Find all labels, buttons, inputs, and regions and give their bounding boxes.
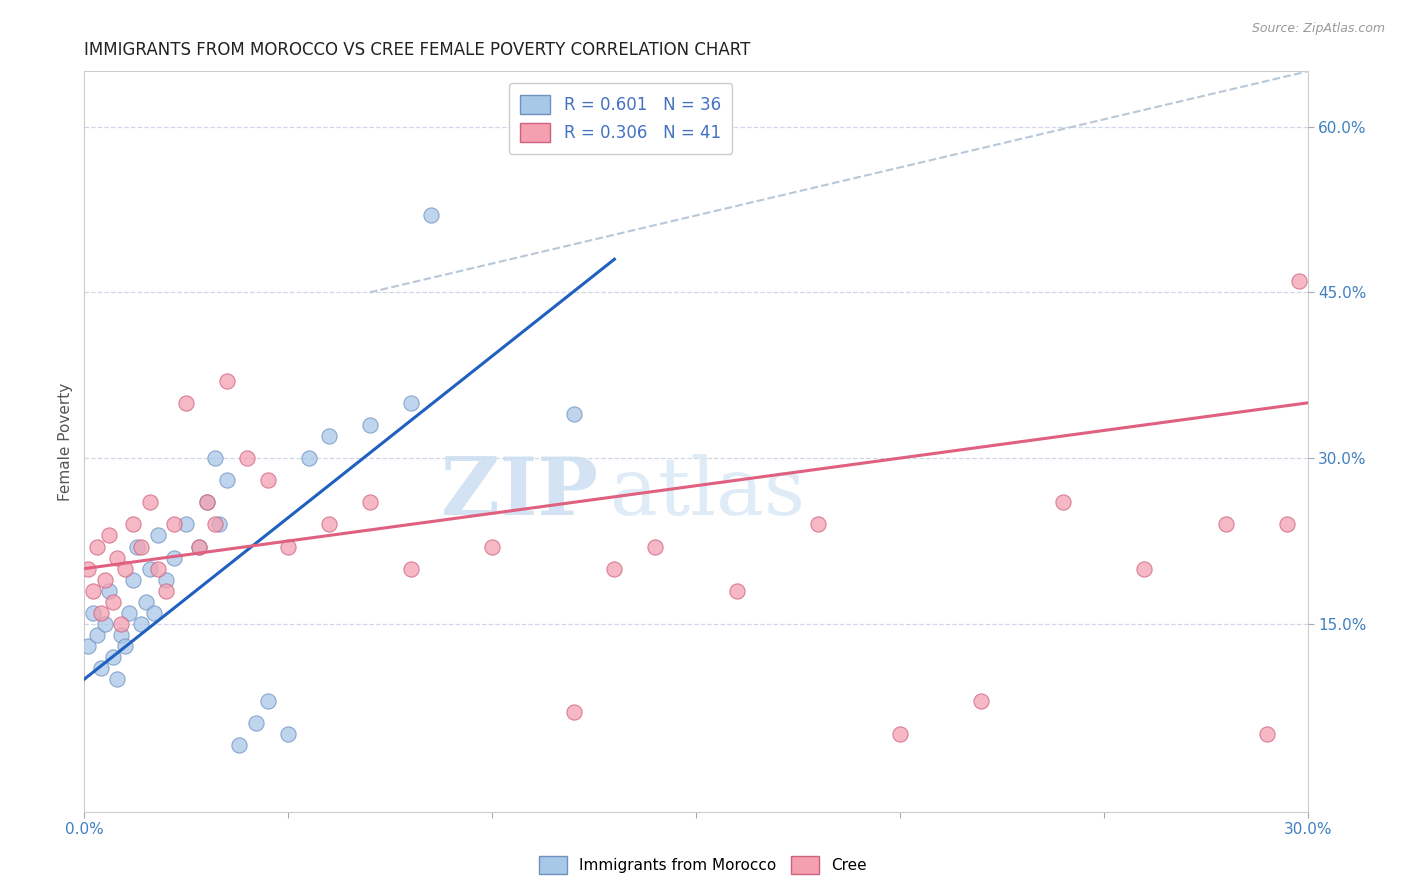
- Point: [110, 616, 132, 631]
- Point: [1052, 495, 1074, 509]
- Point: [155, 583, 177, 598]
- Point: [204, 517, 226, 532]
- Point: [245, 716, 267, 731]
- Point: [90, 661, 112, 675]
- Point: [174, 396, 197, 410]
- Point: [187, 540, 209, 554]
- Point: [889, 727, 911, 741]
- Point: [131, 540, 153, 554]
- Point: [236, 451, 259, 466]
- Point: [86, 540, 108, 554]
- Point: [644, 540, 666, 554]
- Point: [725, 583, 748, 598]
- Legend: Immigrants from Morocco, Cree: Immigrants from Morocco, Cree: [533, 850, 873, 880]
- Point: [257, 473, 280, 487]
- Point: [101, 595, 124, 609]
- Point: [420, 208, 443, 222]
- Point: [228, 739, 250, 753]
- Point: [1133, 561, 1156, 575]
- Point: [114, 561, 136, 575]
- Point: [82, 606, 104, 620]
- Point: [101, 650, 124, 665]
- Point: [174, 517, 197, 532]
- Point: [122, 573, 145, 587]
- Point: [86, 628, 108, 642]
- Point: [277, 540, 299, 554]
- Point: [1288, 274, 1310, 288]
- Point: [481, 540, 503, 554]
- Point: [318, 517, 340, 532]
- Point: [257, 694, 280, 708]
- Point: [127, 540, 149, 554]
- Point: [1256, 727, 1278, 741]
- Point: [82, 583, 104, 598]
- Point: [562, 407, 585, 421]
- Point: [318, 429, 340, 443]
- Point: [97, 583, 120, 598]
- Point: [807, 517, 830, 532]
- Point: [208, 517, 231, 532]
- Point: [118, 606, 141, 620]
- Point: [105, 672, 128, 686]
- Point: [138, 561, 160, 575]
- Point: [90, 606, 112, 620]
- Point: [1277, 517, 1299, 532]
- Point: [135, 595, 157, 609]
- Point: [77, 561, 100, 575]
- Point: [187, 540, 209, 554]
- Text: IMMIGRANTS FROM MOROCCO VS CREE FEMALE POVERTY CORRELATION CHART: IMMIGRANTS FROM MOROCCO VS CREE FEMALE P…: [84, 41, 751, 59]
- Point: [195, 495, 218, 509]
- Point: [138, 495, 160, 509]
- Point: [277, 727, 299, 741]
- Point: [93, 616, 115, 631]
- Point: [163, 517, 186, 532]
- Text: Source: ZipAtlas.com: Source: ZipAtlas.com: [1251, 22, 1385, 36]
- Point: [146, 528, 169, 542]
- Point: [359, 495, 381, 509]
- Point: [359, 417, 381, 432]
- Point: [204, 451, 226, 466]
- Text: ZIP: ZIP: [441, 454, 598, 533]
- Point: [399, 396, 422, 410]
- Point: [77, 639, 100, 653]
- Y-axis label: Female Poverty: Female Poverty: [58, 383, 73, 500]
- Point: [562, 706, 585, 720]
- Point: [217, 374, 239, 388]
- Point: [93, 573, 115, 587]
- Text: atlas: atlas: [610, 454, 806, 533]
- Point: [970, 694, 993, 708]
- Point: [122, 517, 145, 532]
- Point: [142, 606, 165, 620]
- Point: [1215, 517, 1237, 532]
- Point: [105, 550, 128, 565]
- Point: [110, 628, 132, 642]
- Legend: R = 0.601   N = 36, R = 0.306   N = 41: R = 0.601 N = 36, R = 0.306 N = 41: [509, 83, 733, 153]
- Point: [195, 495, 218, 509]
- Point: [146, 561, 169, 575]
- Point: [155, 573, 177, 587]
- Point: [298, 451, 321, 466]
- Point: [131, 616, 153, 631]
- Point: [603, 561, 626, 575]
- Point: [399, 561, 422, 575]
- Point: [114, 639, 136, 653]
- Point: [97, 528, 120, 542]
- Point: [217, 473, 239, 487]
- Point: [163, 550, 186, 565]
